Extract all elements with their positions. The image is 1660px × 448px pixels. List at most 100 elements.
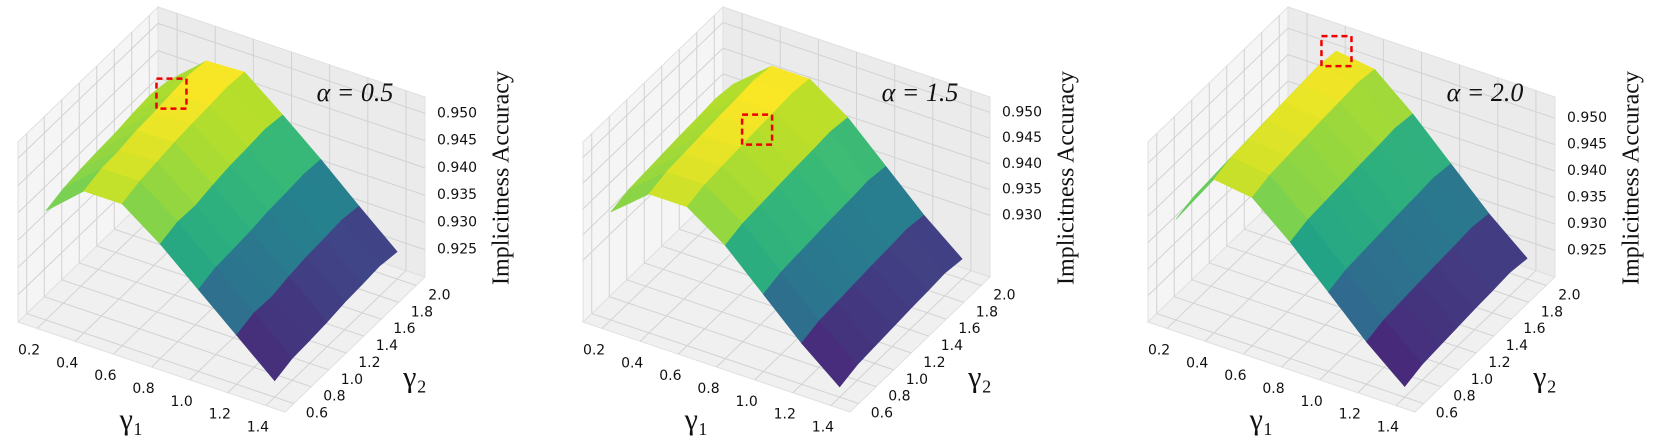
y-tick-label: 1.0	[906, 372, 928, 388]
grid-line	[722, 21, 991, 113]
x-tick-label: 0.8	[132, 381, 154, 397]
highlight-box	[1320, 34, 1353, 68]
grid-line	[582, 47, 724, 184]
y-axis-label: γ₂	[402, 360, 427, 393]
z-tick-label: 0.940	[1567, 163, 1607, 179]
y-tick-label: 0.6	[1436, 406, 1458, 422]
y-tick-label: 1.2	[923, 355, 945, 371]
grid-line	[830, 270, 972, 406]
x-tick-label: 1.2	[1339, 407, 1361, 423]
x-tick-label: 1.0	[736, 394, 758, 410]
x-axis-label: γ₁	[119, 403, 144, 436]
grid-line	[17, 50, 159, 186]
y-tick-label: 1.6	[393, 321, 415, 337]
y-tick-label: 1.0	[341, 372, 363, 388]
y-tick-label: 1.4	[941, 338, 963, 354]
z-tick-label: 0.940	[1002, 156, 1042, 172]
y-tick-label: 1.8	[976, 304, 998, 320]
x-tick-label: 0.6	[659, 368, 681, 384]
panel: 0.20.40.60.81.01.21.40.60.81.01.21.41.61…	[17, 5, 515, 436]
panel: 0.20.40.60.81.01.21.40.60.81.01.21.41.61…	[582, 5, 1080, 436]
y-axis-label: γ₂	[1532, 360, 1557, 393]
y-tick-label: 1.6	[958, 321, 980, 337]
y-tick-label: 0.6	[871, 406, 893, 422]
y-tick-label: 0.8	[888, 389, 910, 405]
panel: 0.20.40.60.81.01.21.40.60.81.01.21.41.61…	[1147, 5, 1645, 436]
grid-line	[17, 77, 159, 214]
annotation: α = 0.5	[317, 78, 394, 107]
x-tick-label: 0.2	[583, 342, 605, 358]
x-axis-label: γ₁	[684, 403, 709, 436]
z-tick-label: 0.930	[1002, 207, 1042, 223]
z-axis-label: Implicitness Accuracy	[1054, 71, 1080, 285]
annotation: α = 1.5	[882, 78, 959, 107]
x-tick-label: 1.4	[812, 420, 834, 436]
grid-line	[582, 22, 724, 158]
x-tick-label: 1.4	[247, 420, 269, 436]
x-tick-label: 0.8	[697, 381, 719, 397]
z-axis-label: Implicitness Accuracy	[1619, 71, 1645, 285]
z-tick-label: 0.930	[437, 214, 477, 230]
y-tick-label: 1.8	[1541, 304, 1563, 320]
highlight-box	[155, 77, 188, 110]
grid-line	[265, 270, 407, 406]
x-tick-label: 0.2	[1148, 342, 1170, 358]
z-tick-label: 0.925	[1567, 243, 1607, 259]
z-axis-label: Implicitness Accuracy	[489, 71, 515, 285]
x-tick-label: 0.4	[1186, 355, 1208, 371]
x-tick-label: 0.8	[1262, 381, 1284, 397]
y-tick-label: 1.8	[411, 304, 433, 320]
y-tick-label: 1.2	[358, 355, 380, 371]
surface-patch	[801, 320, 858, 388]
surface-patch	[1366, 319, 1423, 388]
grid-line	[722, 47, 991, 139]
x-tick-label: 0.4	[621, 355, 643, 371]
z-tick-label: 0.930	[1567, 216, 1607, 232]
y-tick-label: 2.0	[428, 287, 450, 303]
z-tick-label: 0.950	[1002, 104, 1042, 120]
y-tick-label: 2.0	[993, 287, 1015, 303]
grid-line	[26, 313, 294, 405]
x-tick-label: 0.4	[56, 355, 78, 371]
y-tick-label: 1.6	[1523, 321, 1545, 337]
z-tick-label: 0.950	[437, 105, 477, 121]
grid-line	[1147, 27, 1289, 164]
grid-line	[582, 73, 724, 210]
x-tick-label: 0.6	[1224, 368, 1246, 384]
z-tick-label: 0.935	[1002, 182, 1042, 198]
highlight-box	[740, 113, 774, 146]
x-tick-label: 0.2	[18, 342, 40, 358]
grid-line	[157, 22, 426, 114]
y-tick-label: 0.6	[306, 406, 328, 422]
z-tick-label: 0.945	[1567, 137, 1607, 153]
grid-line	[1395, 270, 1537, 406]
y-tick-label: 2.0	[1558, 287, 1580, 303]
grid-line	[1147, 54, 1289, 191]
y-tick-label: 0.8	[1453, 389, 1475, 405]
y-tick-label: 1.4	[1506, 338, 1528, 354]
z-tick-label: 0.935	[437, 187, 477, 203]
z-tick-label: 0.925	[437, 242, 477, 258]
x-tick-label: 1.4	[1377, 420, 1399, 436]
grid-line	[1156, 313, 1424, 405]
z-tick-label: 0.945	[437, 133, 477, 149]
surface-patch	[236, 312, 293, 382]
grid-line	[1147, 80, 1289, 217]
x-tick-label: 1.0	[171, 394, 193, 410]
z-tick-label: 0.935	[1567, 190, 1607, 206]
y-tick-label: 1.4	[376, 338, 398, 354]
grid-line	[17, 23, 159, 159]
z-tick-label: 0.945	[1002, 130, 1042, 146]
x-tick-label: 0.6	[94, 368, 116, 384]
y-tick-label: 1.2	[1488, 355, 1510, 371]
y-tick-label: 1.0	[1471, 372, 1493, 388]
x-tick-label: 1.2	[209, 407, 231, 423]
grid-line	[591, 313, 859, 405]
y-axis-label: γ₂	[967, 360, 992, 393]
annotation: α = 2.0	[1447, 78, 1524, 107]
x-tick-label: 1.0	[1301, 394, 1323, 410]
y-tick-label: 0.8	[323, 389, 345, 405]
z-tick-label: 0.940	[437, 160, 477, 176]
x-axis-label: γ₁	[1249, 403, 1274, 436]
